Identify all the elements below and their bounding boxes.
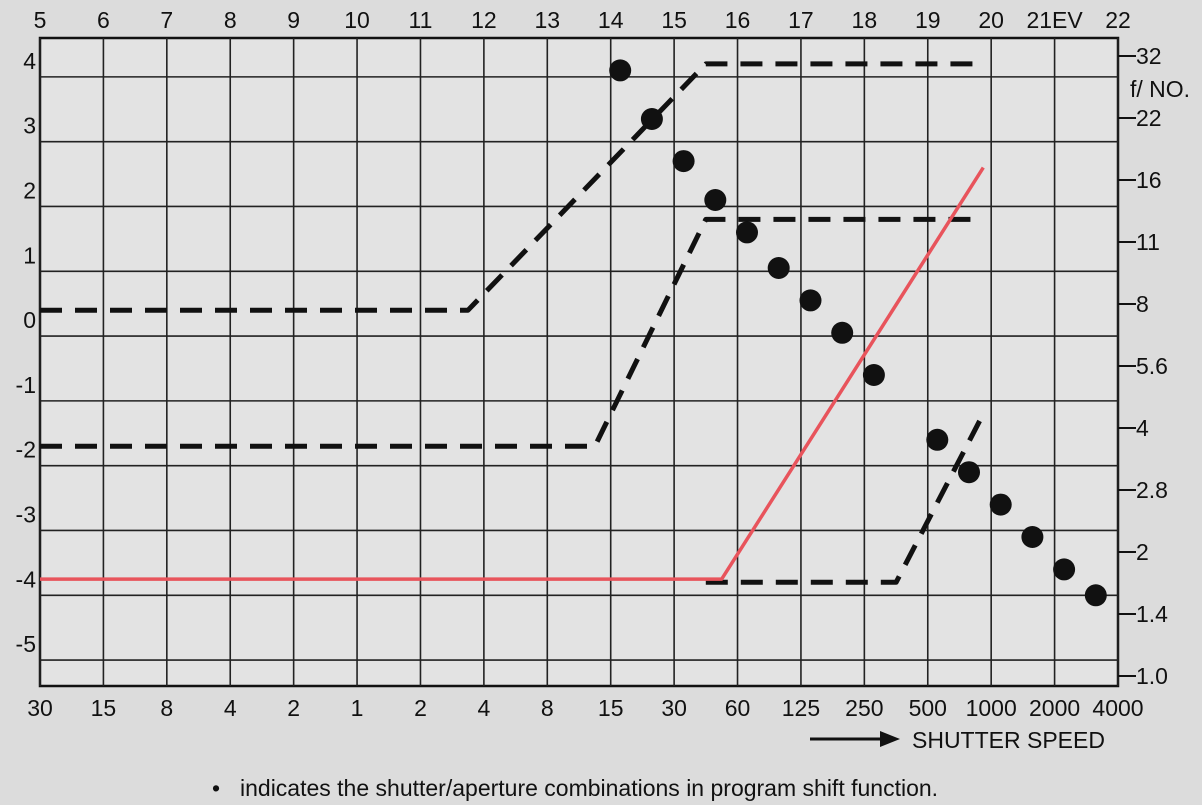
right-tick-label: 32: [1136, 43, 1162, 69]
bottom-tick-label: 4: [477, 695, 490, 721]
series-line-0: [40, 61, 984, 313]
series-layer: [40, 61, 986, 585]
left-tick-label: -4: [16, 566, 37, 592]
left-tick-label: -1: [16, 372, 36, 398]
bottom-tick-label: 4: [224, 695, 237, 721]
right-tick-label: 2.8: [1136, 477, 1168, 503]
top-tick-label: 10: [344, 7, 370, 33]
right-tick-label: 16: [1136, 167, 1162, 193]
left-ev-ticks: 4 3 2 1 0 -1 -2 -3 -4 -5: [16, 48, 37, 657]
bottom-tick-label: 2: [414, 695, 427, 721]
left-tick-label: -2: [16, 437, 36, 463]
program-shift-dot: [767, 257, 790, 279]
footnote-marker: •: [212, 775, 220, 801]
left-tick-label: 0: [23, 307, 36, 333]
bottom-tick-label: 8: [541, 695, 554, 721]
top-tick-label: 12: [471, 7, 497, 33]
bottom-tick-label: 60: [725, 695, 751, 721]
left-tick-label: 1: [23, 242, 36, 268]
right-tick-label: 1.0: [1136, 663, 1168, 689]
right-tick-label: 4: [1136, 415, 1149, 441]
bottom-tick-label: 2: [287, 695, 300, 721]
left-tick-label: -5: [16, 631, 36, 657]
bottom-tick-label: 1000: [966, 695, 1017, 721]
top-tick-label: 13: [534, 7, 560, 33]
program-shift-dot: [799, 289, 822, 312]
program-shift-dot: [926, 428, 949, 451]
bottom-tick-label: 250: [845, 695, 883, 721]
program-shift-dot: [1053, 558, 1076, 581]
bottom-shutter-ticks: 30 15 8 4 2 1 2 4 8 15 30 60 125 250 500 1000 2000 4000: [27, 695, 1143, 721]
bottom-tick-label: 15: [91, 695, 117, 721]
top-tick-label: 21EV: [1026, 7, 1083, 33]
top-tick-label: 5: [34, 7, 47, 33]
right-fno-ticks: 32 22 16 11 8 5.6 4 2.8 2 1.4 1.0: [1118, 43, 1168, 689]
top-tick-label: 15: [661, 7, 687, 33]
program-shift-dot: [958, 461, 980, 484]
right-tick-label: 2: [1136, 539, 1149, 565]
plot-area: [38, 36, 1120, 688]
top-tick-label: 19: [915, 7, 941, 33]
program-shift-dot: [989, 493, 1012, 516]
program-shift-dot: [672, 150, 695, 173]
left-tick-label: 2: [23, 177, 36, 203]
program-shift-dot: [862, 364, 885, 386]
top-tick-label: 6: [97, 7, 110, 33]
bottom-tick-label: 2000: [1029, 695, 1080, 721]
program-shift-dot: [609, 59, 632, 82]
program-shift-dot: [736, 221, 758, 244]
right-tick-label: 1.4: [1136, 601, 1168, 627]
program-shift-dot: [704, 189, 727, 211]
series-line-1: [40, 216, 984, 449]
top-tick-label: 22: [1105, 7, 1131, 33]
top-ev-ticks: 5 6 7 8 9 10 11 12 13 14 15 16 17 18 19 20 21EV 22: [34, 7, 1131, 33]
right-tick-label: 8: [1136, 291, 1149, 317]
series-line-3: [40, 166, 985, 581]
bottom-tick-label: 1: [351, 695, 364, 721]
program-shift-dot: [1021, 526, 1044, 548]
program-shift-dots: [609, 59, 1107, 607]
top-tick-label: 11: [409, 7, 433, 33]
program-shift-dot: [1084, 584, 1107, 607]
program-shift-dot: [640, 108, 663, 130]
footnote: indicates the shutter/aperture combinati…: [240, 775, 938, 801]
right-tick-label: 11: [1136, 229, 1160, 255]
bottom-tick-label: 30: [661, 695, 687, 721]
bottom-tick-label: 15: [598, 695, 624, 721]
left-tick-label: 4: [23, 48, 36, 74]
top-tick-label: 7: [160, 7, 173, 33]
program-shift-dot: [831, 321, 854, 344]
right-tick-label: 5.6: [1136, 353, 1168, 379]
right-tick-label: 22: [1136, 105, 1162, 131]
right-axis-label: f/ NO.: [1130, 76, 1190, 102]
top-tick-label: 17: [788, 7, 814, 33]
bottom-axis-label: SHUTTER SPEED: [912, 727, 1105, 753]
bottom-tick-label: 125: [782, 695, 820, 721]
bottom-tick-label: 4000: [1092, 695, 1143, 721]
top-tick-label: 9: [287, 7, 300, 33]
series-line-2: [705, 412, 986, 585]
top-tick-label: 8: [224, 7, 237, 33]
top-tick-label: 18: [852, 7, 878, 33]
shutter-speed-arrow: [810, 731, 900, 747]
bottom-tick-label: 8: [160, 695, 173, 721]
bottom-tick-label: 30: [27, 695, 53, 721]
top-tick-label: 16: [725, 7, 751, 33]
left-tick-label: 3: [23, 113, 36, 139]
left-tick-label: -3: [16, 501, 36, 527]
top-tick-label: 14: [598, 7, 624, 33]
top-tick-label: 20: [978, 7, 1004, 33]
bottom-tick-label: 500: [909, 695, 947, 721]
